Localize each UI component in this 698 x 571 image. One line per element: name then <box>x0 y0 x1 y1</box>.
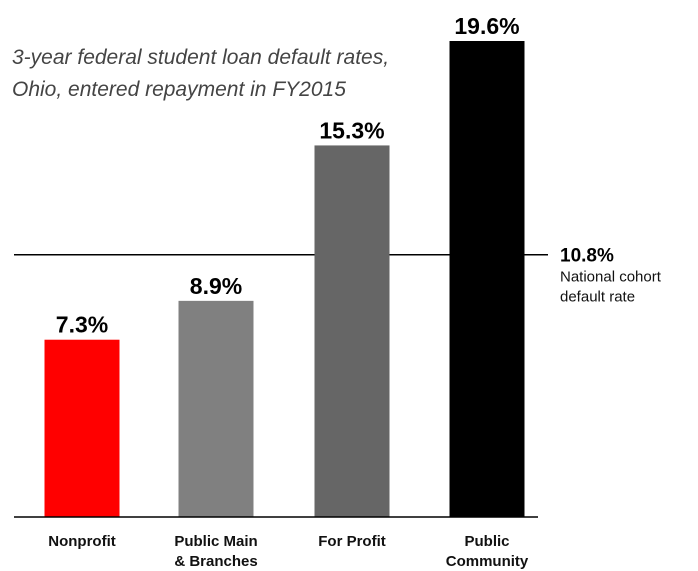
category-label-3-line-1: Community <box>446 553 529 570</box>
category-label-1-line-0: Public Main <box>174 533 257 550</box>
reference-line-value-label: 10.8% <box>560 246 614 267</box>
bars-group: 7.3% Nonprofit 8.9% Public Main & Branches 15… <box>44 13 529 570</box>
category-label-1-line-1: & Branches <box>174 553 257 570</box>
category-label-3-line-0: Public <box>464 533 509 550</box>
reference-line-label-line-0: National cohort <box>560 269 662 286</box>
chart-title-line-2: Ohio, entered repayment in FY2015 <box>12 78 346 101</box>
bar-2 <box>314 145 390 517</box>
bar-3 <box>449 41 525 517</box>
category-label-2-line-0: For Profit <box>318 533 386 550</box>
chart-title-line-1: 3-year federal student loan default rate… <box>12 46 389 69</box>
bar-0 <box>44 339 120 517</box>
bar-1 <box>178 300 254 517</box>
category-label-0-line-0: Nonprofit <box>48 533 115 550</box>
reference-line-label-line-1: default rate <box>560 289 635 306</box>
bar-value-label-0: 7.3% <box>56 312 108 338</box>
bar-value-label-3: 19.6% <box>454 13 519 39</box>
bar-value-label-1: 8.9% <box>190 273 242 299</box>
bar-value-label-2: 15.3% <box>319 117 384 143</box>
